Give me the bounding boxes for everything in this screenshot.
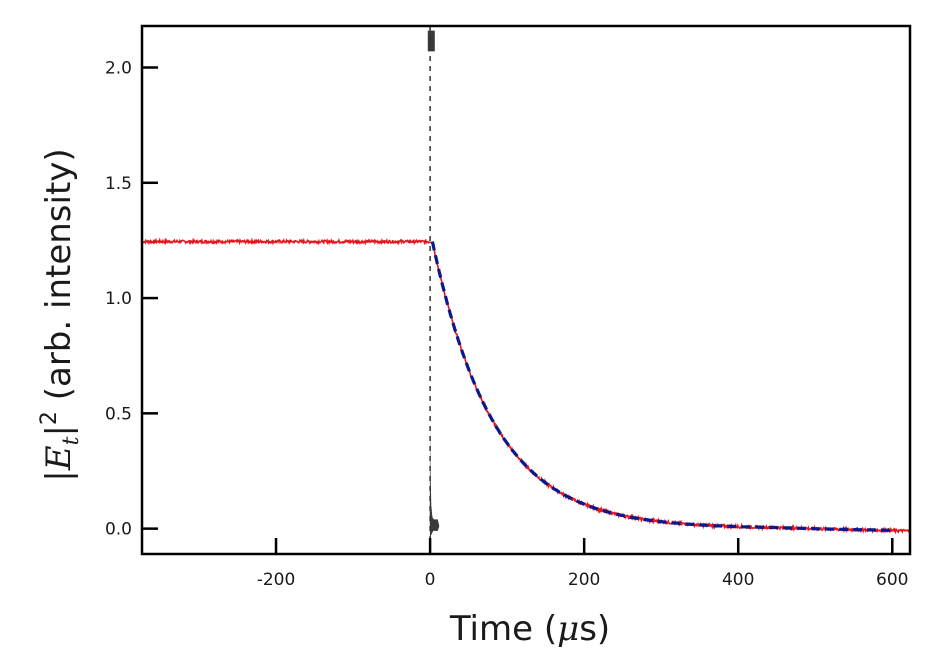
x-tick-label: 400 (722, 570, 754, 590)
x-tick-label: 600 (876, 570, 908, 590)
y-axis-title-sub: t (59, 436, 84, 445)
y-axis-title-bar-right: | (39, 425, 79, 436)
series-gating-pulse-tail (429, 424, 440, 548)
y-axis-title-bar-left: | (39, 470, 79, 481)
x-axis-title-prefix: Time ( (449, 609, 557, 649)
x-axis-title-mu: μ (557, 609, 579, 649)
y-axis-title: |Et|2 (arb. intensity) (37, 148, 84, 481)
plot-frame (140, 24, 912, 556)
y-axis-title-rest: (arb. intensity) (39, 148, 79, 411)
y-tick-label: 2.0 (105, 59, 132, 79)
y-axis-title-var: E (39, 445, 79, 471)
series-gating-pulse-top (427, 30, 435, 52)
x-axis-title: Time (μs) (449, 609, 610, 649)
y-tick-label: 1.5 (105, 174, 132, 194)
x-tick-label: 0 (425, 570, 436, 590)
x-tick-label: 200 (568, 570, 600, 590)
y-tick-label: 1.0 (105, 289, 132, 309)
x-tick-label: -200 (257, 570, 296, 590)
y-tick-label: 0.5 (105, 404, 132, 424)
y-tick-label: 0.0 (105, 520, 132, 540)
x-axis-title-unit: s) (579, 609, 610, 649)
series-measured-intensity (141, 237, 911, 535)
series-exponential-fit (430, 241, 893, 532)
y-axis-ticks: 0.0 0.5 1.0 1.5 2.0 (105, 59, 158, 540)
plot-series (141, 30, 911, 548)
y-axis-title-sup: 2 (37, 411, 62, 425)
x-axis-ticks: -200 0 200 400 600 (257, 538, 909, 590)
